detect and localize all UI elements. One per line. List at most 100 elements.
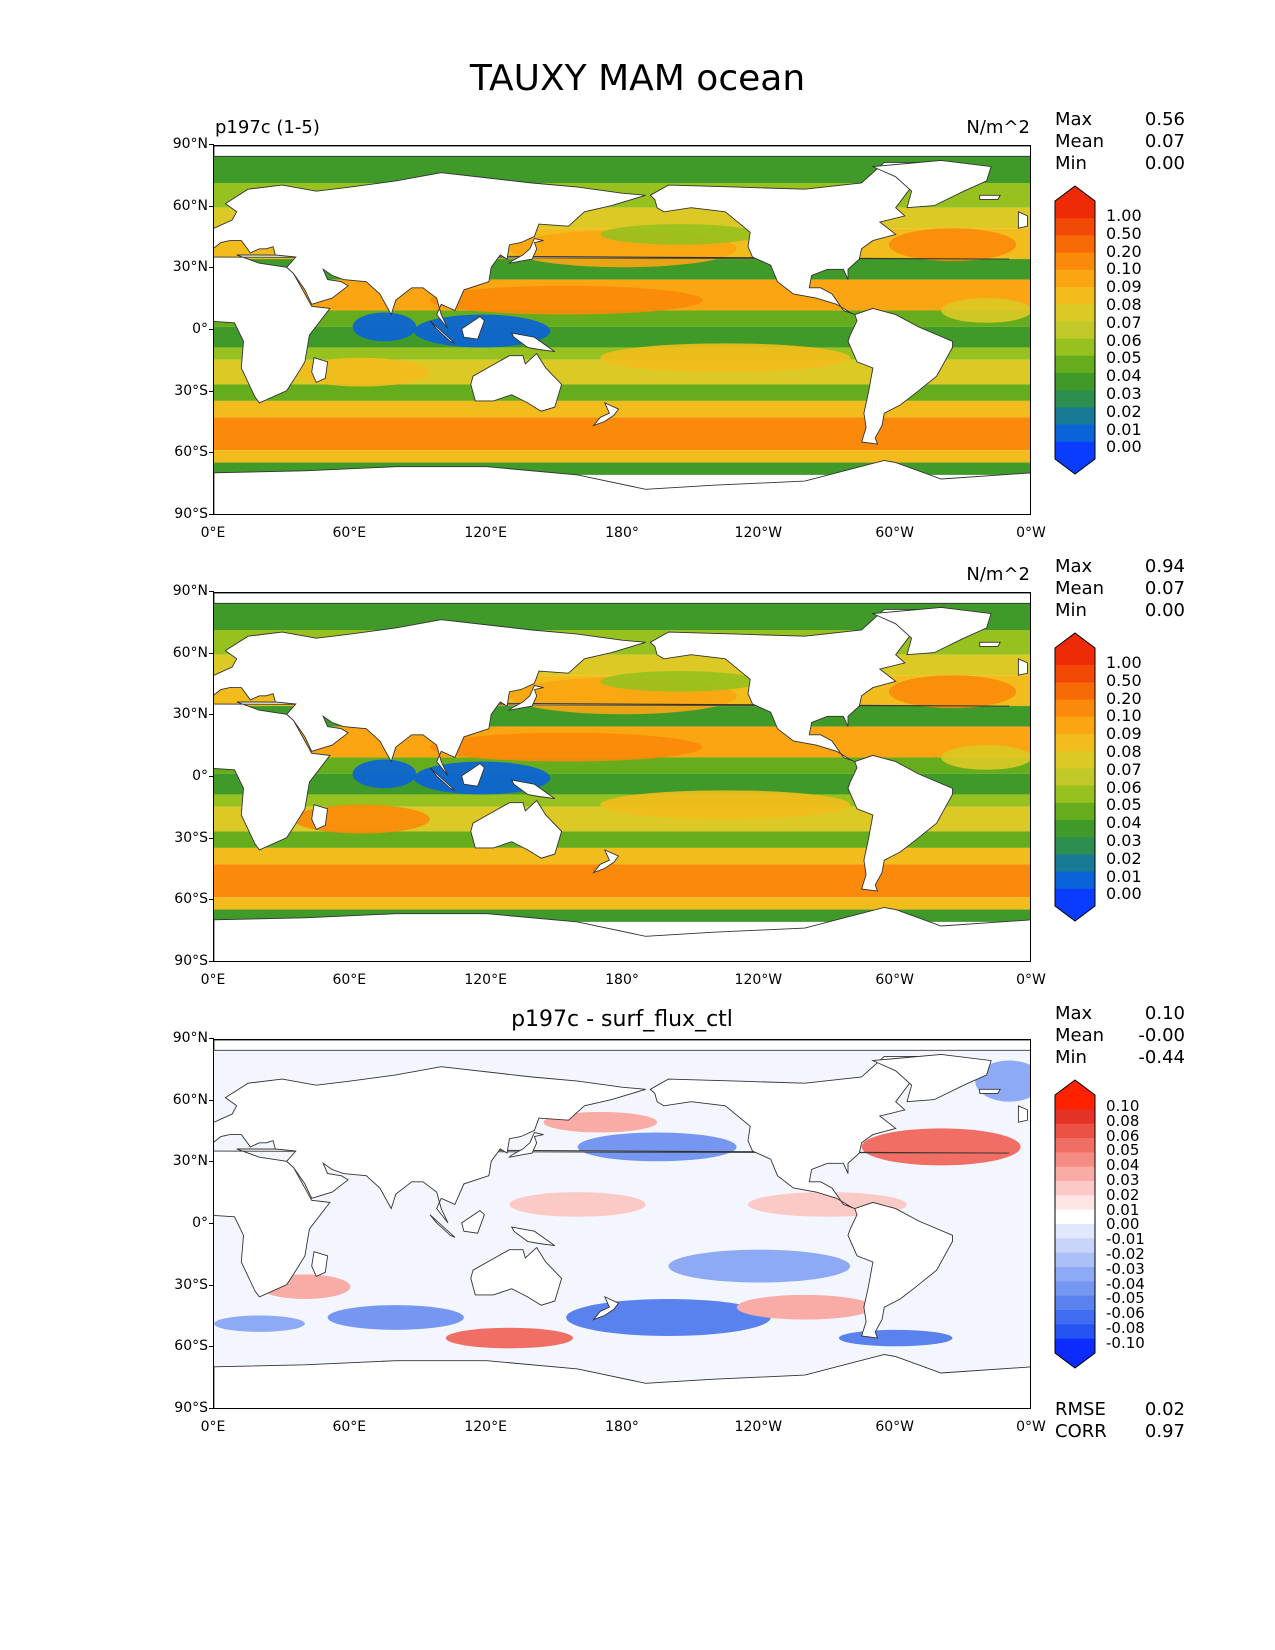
- lat-tick-label: 0°: [148, 768, 214, 784]
- lon-tick-label: 0°W: [1016, 525, 1046, 541]
- lon-tick-label: 60°E: [332, 525, 367, 541]
- colorbar-tick-label: -0.02: [1106, 1244, 1145, 1263]
- lon-tick-label: 0°E: [200, 525, 226, 541]
- stress-band: [214, 864, 1030, 898]
- land-japan: [507, 684, 544, 711]
- land-iceland: [979, 641, 1001, 647]
- land-nz: [592, 402, 620, 427]
- colorbar: [1054, 632, 1096, 922]
- land-australia: [470, 799, 563, 859]
- colorbar-extend-max: [1055, 1080, 1095, 1095]
- stats-block: Max 0.10 Mean -0.00 Min -0.44: [1055, 1003, 1185, 1069]
- colorbar-segment: [1055, 648, 1095, 666]
- colorbar-segment: [1055, 1310, 1095, 1325]
- colorbar-tick-label: 0.50: [1106, 670, 1142, 690]
- lat-tick-label: 60°N: [148, 198, 214, 214]
- land-arcticCap: [214, 146, 1030, 157]
- colorbar-tick-label: 0.10: [1106, 706, 1142, 726]
- stat-mean: Mean 0.07: [1055, 578, 1185, 599]
- colorbar-tick-label: -0.05: [1106, 1289, 1145, 1308]
- colorbar-tick-label: 0.05: [1106, 348, 1142, 368]
- land-japan: [507, 237, 544, 264]
- lon-tick-label: 0°W: [1016, 1419, 1046, 1435]
- colorbar-segment: [1055, 1324, 1095, 1340]
- colorbar-tick-label: 0.05: [1106, 1141, 1140, 1160]
- colorbar-segment: [1055, 785, 1095, 804]
- stat-mean: Mean 0.07: [1055, 131, 1185, 152]
- land-uk: [1017, 211, 1028, 229]
- colorbar-segment: [1055, 1252, 1095, 1268]
- colorbar-segment: [1055, 1195, 1095, 1211]
- stress-feature: [600, 671, 760, 692]
- colorbar-segment: [1055, 1109, 1095, 1125]
- land-australia: [470, 1246, 563, 1306]
- stress-band: [214, 450, 1030, 463]
- lat-tick-label: 0°: [148, 321, 214, 337]
- colorbar-tick-label: 0.09: [1106, 724, 1142, 744]
- colorbar-tick-label: 0.00: [1106, 437, 1142, 457]
- colorbar-segment: [1055, 734, 1095, 752]
- lon-tick-label: 60°E: [332, 972, 367, 988]
- stats-bottom-block: RMSE 0.02 CORR 0.97: [1055, 1399, 1185, 1443]
- colorbar-segment: [1055, 1295, 1095, 1311]
- land-antarctica: [214, 460, 1030, 514]
- colorbar-tick-label: 0.10: [1106, 1097, 1140, 1115]
- lon-tick-label: 180°: [605, 972, 639, 988]
- stress-feature: [352, 312, 417, 342]
- difference-feature: [577, 1132, 737, 1162]
- stress-feature: [941, 298, 1030, 323]
- lat-tick-label: 90°N: [148, 136, 214, 152]
- colorbar-tick-label: -0.04: [1106, 1274, 1145, 1293]
- stress-band: [214, 757, 1030, 774]
- land-greenland: [871, 606, 992, 656]
- land-layer: [214, 146, 1030, 514]
- difference-feature: [861, 1128, 1021, 1166]
- panel-units: N/m^2: [966, 564, 1030, 585]
- land-antarctica: [214, 1354, 1030, 1408]
- colorbar-segment: [1055, 1224, 1095, 1239]
- colorbar: [1054, 185, 1096, 475]
- lat-tick-label: 0°: [148, 1215, 214, 1231]
- colorbar-extend-max: [1055, 633, 1095, 648]
- lat-tick-label: 30°N: [148, 259, 214, 275]
- colorbar-segment: [1055, 269, 1095, 288]
- land-greenland: [871, 1053, 992, 1103]
- colorbar-segment: [1055, 1181, 1095, 1196]
- colorbar-extend-min: [1055, 459, 1095, 474]
- land-borneo: [461, 316, 485, 340]
- colorbar-tick-label: 0.06: [1106, 1126, 1140, 1145]
- stress-feature: [352, 759, 417, 789]
- colorbar-tick-label: 0.50: [1106, 223, 1142, 243]
- lon-tick-label: 120°W: [734, 525, 783, 541]
- colorbar-tick-label: 0.20: [1106, 241, 1142, 261]
- stat-min: Min 0.00: [1055, 600, 1185, 621]
- stress-band: [214, 384, 1030, 401]
- land-eurasia: [214, 619, 646, 777]
- colorbar: [1054, 1079, 1096, 1369]
- colorbar-tick-label: 0.01: [1106, 419, 1142, 439]
- colorbar-tick-label: 0.10: [1106, 259, 1142, 279]
- stress-band: [214, 897, 1030, 910]
- land-eurasia: [214, 172, 646, 330]
- land-southAmerica: [847, 1201, 953, 1339]
- colorbar-tick-label: -0.06: [1106, 1304, 1145, 1323]
- colorbar-tick-label: 0.02: [1106, 401, 1142, 421]
- colorbar-segment: [1055, 1267, 1095, 1282]
- land-sumatra: [429, 1214, 456, 1238]
- colorbar-segment: [1055, 665, 1095, 683]
- lon-tick-label: 60°W: [875, 972, 914, 988]
- colorbar-segment: [1055, 1138, 1095, 1153]
- lat-tick-label: 90°N: [148, 583, 214, 599]
- stat-mean: Mean -0.00: [1055, 1025, 1185, 1046]
- difference-feature: [327, 1305, 464, 1330]
- stat-min: Min 0.00: [1055, 153, 1185, 174]
- colorbar-tick-label: 1.00: [1106, 206, 1142, 225]
- colorbar-segment: [1055, 1281, 1095, 1297]
- colorbar-tick-label: 0.07: [1106, 312, 1142, 332]
- colorbar-segment: [1055, 218, 1095, 236]
- stress-band: [214, 417, 1030, 451]
- colorbar-segment: [1055, 201, 1095, 219]
- colorbar-segment: [1055, 837, 1095, 855]
- land-madagascar: [311, 357, 329, 383]
- stress-band: [214, 400, 1030, 418]
